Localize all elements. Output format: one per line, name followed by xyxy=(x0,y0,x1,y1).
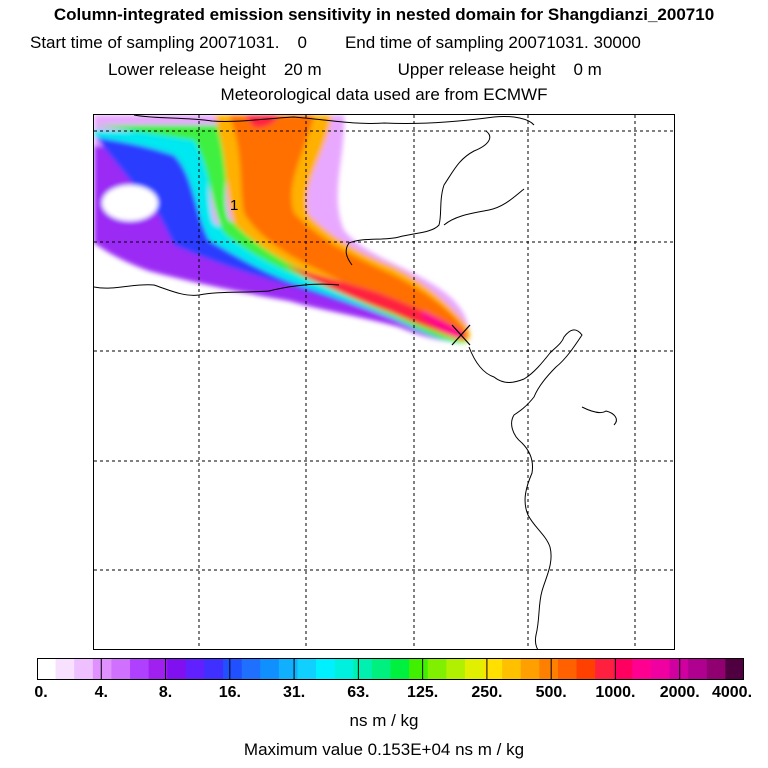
end-time: End time of sampling 20071031. 30000 xyxy=(344,33,641,52)
colorbar-cell xyxy=(539,658,559,680)
coastlines xyxy=(94,115,617,649)
colorbar-cell xyxy=(688,658,708,680)
colorbar-cell xyxy=(130,658,150,680)
colorbar-cell xyxy=(353,658,373,680)
colorbar-tick-label: 500. xyxy=(535,684,567,701)
plume-band-darkorange xyxy=(229,115,467,339)
colorbar-cell xyxy=(595,658,615,680)
start-time: Start time of sampling 20071031. xyxy=(30,33,280,52)
colorbar-tick-label: 250. xyxy=(471,684,503,701)
colorbar-cell xyxy=(55,658,75,680)
colorbar-dividers xyxy=(100,658,681,680)
colorbar-cell xyxy=(669,658,689,680)
upper-release-label: Upper release height xyxy=(397,60,556,79)
colorbar-cell xyxy=(502,658,522,680)
plume-band-white xyxy=(102,185,158,221)
contour-label: 1 xyxy=(230,197,238,214)
colorbar xyxy=(37,658,744,680)
colorbar-cell xyxy=(706,658,726,680)
colorbar-cell xyxy=(483,658,503,680)
colorbar-tick-label: 31. xyxy=(282,684,306,701)
colorbar-cell xyxy=(446,658,466,680)
coast-east xyxy=(468,329,583,649)
coast-north-east xyxy=(345,130,491,266)
colorbar-cell xyxy=(725,658,744,680)
colorbar-cell xyxy=(260,658,280,680)
colorbar-cell xyxy=(111,658,131,680)
sampling-times: Start time of sampling 20071031. 0 End tim… xyxy=(30,33,641,53)
maximum-value: Maximum value 0.153E+04 ns m / kg xyxy=(243,740,525,759)
colorbar-cell xyxy=(557,658,578,680)
lower-release-value: 20 m xyxy=(283,60,322,79)
colorbar-cell xyxy=(613,658,633,680)
colorbar-cell xyxy=(427,658,447,680)
start-hour: 0 xyxy=(297,33,307,52)
colorbar-cell xyxy=(223,658,243,680)
plume-contours xyxy=(94,115,471,343)
colorbar-cell xyxy=(297,658,317,680)
colorbar-cell xyxy=(520,658,540,680)
colorbar-frame xyxy=(37,658,744,680)
colorbar-cell xyxy=(74,658,94,680)
colorbar-tick-label: 0. xyxy=(34,684,48,701)
colorbar-cells xyxy=(37,658,744,680)
colorbar-cell xyxy=(650,658,671,680)
colorbar-cell xyxy=(185,658,206,680)
sensitivity-map: 1 xyxy=(93,114,675,650)
release-heights: Lower release height 20 m Upper release he… xyxy=(108,60,602,80)
colorbar-cell xyxy=(167,658,187,680)
colorbar-cell xyxy=(390,658,410,680)
border-north xyxy=(133,115,535,126)
colorbar-cell xyxy=(148,658,168,680)
colorbar-cell xyxy=(316,658,336,680)
plume-band-red xyxy=(284,265,466,339)
upper-release-value: 0 m xyxy=(573,60,602,79)
colorbar-cell xyxy=(371,658,392,680)
colorbar-cell xyxy=(241,658,261,680)
receptor-x-marker xyxy=(451,324,471,346)
coast-peninsula xyxy=(581,406,617,426)
border-mid-east xyxy=(443,188,525,226)
plume-band-red-top xyxy=(244,115,279,128)
colorbar-cell xyxy=(576,658,596,680)
colorbar-tick-label: 125. xyxy=(407,684,439,701)
colorbar-cell xyxy=(409,658,429,680)
colorbar-tick-label: 63. xyxy=(347,684,370,701)
colorbar-cell xyxy=(37,658,57,680)
map-canvas: 1 xyxy=(94,115,674,649)
graticule xyxy=(94,115,674,649)
colorbar-cell xyxy=(632,658,652,680)
colorbar-cell xyxy=(278,658,299,680)
colorbar-tick-label: 4000. xyxy=(711,684,753,701)
met-data-note: Meteorological data used are from ECMWF xyxy=(220,85,548,104)
colorbar-unit: ns m / kg xyxy=(349,711,419,730)
plume-band-magenta xyxy=(420,311,463,338)
colorbar-cell xyxy=(204,658,224,680)
colorbar-cell xyxy=(464,658,485,680)
colorbar-tick-label: 4. xyxy=(94,684,108,701)
map-title: Column-integrated emission sensitivity i… xyxy=(53,5,715,24)
colorbar-tick-label: 1000. xyxy=(595,684,636,701)
colorbar-tick-label: 2000. xyxy=(659,684,700,701)
colorbar-cell xyxy=(334,658,354,680)
lower-release-label: Lower release height xyxy=(108,60,266,79)
colorbar-tick-label: 16. xyxy=(218,684,241,701)
colorbar-cell xyxy=(92,658,113,680)
colorbar-tick-label: 8. xyxy=(158,684,173,701)
border-west xyxy=(94,283,340,296)
